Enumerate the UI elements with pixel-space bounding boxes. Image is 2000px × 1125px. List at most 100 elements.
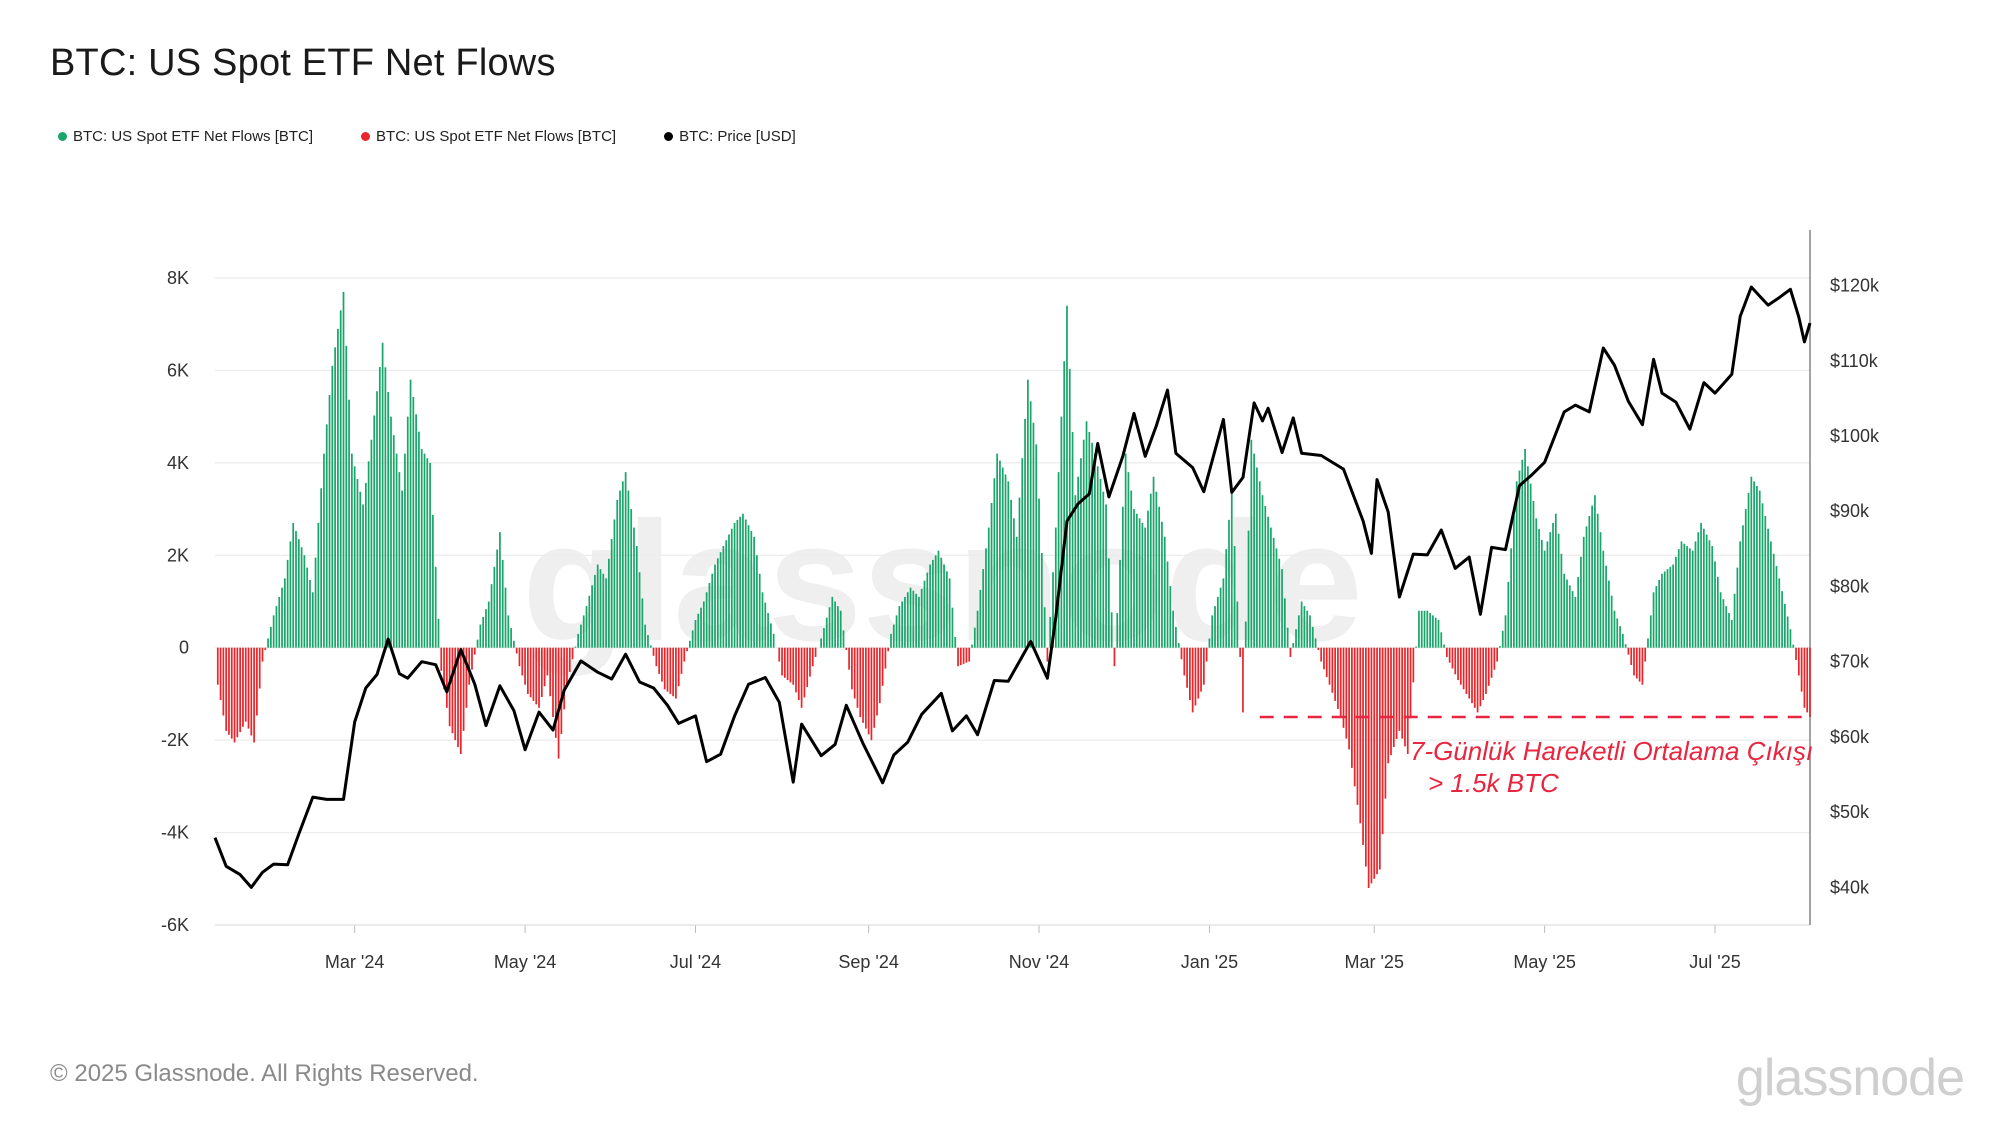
inflow-bar	[1621, 633, 1624, 648]
inflow-bar	[1024, 418, 1026, 648]
inflow-bar	[923, 580, 926, 648]
inflow-bar	[434, 566, 437, 648]
inflow-bar	[1663, 571, 1666, 648]
outflow-bar	[222, 647, 225, 716]
inflow-bar	[1730, 619, 1733, 648]
inflow-bar	[1267, 516, 1269, 648]
inflow-bar	[1264, 505, 1267, 648]
outflow-bar	[216, 647, 219, 685]
inflow-bar	[387, 391, 390, 648]
inflow-bar	[973, 627, 976, 648]
outflow-bar	[1180, 647, 1183, 660]
inflow-bar	[895, 615, 898, 648]
inflow-bar	[1666, 569, 1669, 648]
outflow-bar	[1800, 647, 1803, 692]
outflow-bar	[1641, 647, 1644, 685]
price-line	[213, 285, 1812, 889]
outflow-bar	[1331, 647, 1334, 693]
inflow-bar	[1770, 541, 1772, 648]
legend-item-price[interactable]: BTC: Price [USD]	[664, 128, 796, 145]
outflow-bar	[1200, 647, 1202, 692]
outflow-bar	[1406, 647, 1409, 755]
outflow-bar	[1387, 647, 1390, 764]
outflow-bar	[1487, 647, 1490, 686]
inflow-bar	[1082, 439, 1085, 648]
inflow-bar	[691, 630, 694, 648]
inflow-bar	[1054, 527, 1057, 648]
inflow-bar	[1736, 567, 1739, 648]
inflow-bar	[753, 536, 755, 648]
inflow-bar	[585, 606, 588, 648]
inflow-bar	[1705, 534, 1708, 648]
inflow-bar	[945, 571, 948, 648]
outflow-bar	[454, 647, 457, 741]
inflow-bar	[1510, 548, 1512, 648]
outflow-bar	[1412, 647, 1415, 683]
inflow-bar	[364, 482, 367, 648]
outflow-bar	[1390, 647, 1392, 756]
inflow-bar	[1658, 579, 1661, 648]
inflow-bar	[1767, 528, 1769, 648]
outflow-bar	[1465, 647, 1468, 694]
outflow-bar	[560, 647, 563, 734]
outflow-bar	[1323, 647, 1325, 670]
legend-item-inflows[interactable]: BTC: US Spot ETF Net Flows [BTC]	[58, 128, 313, 145]
inflow-bar	[1015, 536, 1018, 648]
inflow-bar	[1060, 416, 1063, 648]
inflow-bar	[418, 431, 420, 648]
inflow-bar	[317, 522, 320, 648]
legend-item-outflows[interactable]: BTC: US Spot ETF Net Flows [BTC]	[361, 128, 616, 145]
outflow-bar	[965, 647, 968, 663]
outflow-bar	[1370, 647, 1373, 884]
y-tick-label-left: 6K	[167, 360, 189, 380]
inflow-bar	[932, 559, 934, 648]
inflow-bar	[1256, 467, 1258, 648]
inflow-bar	[1624, 644, 1627, 648]
outflow-bar	[535, 647, 538, 705]
inflow-bar	[1043, 607, 1046, 648]
inflow-bar	[487, 601, 490, 648]
outflow-bar	[1448, 647, 1451, 663]
outflow-bar	[1289, 647, 1292, 657]
outflow-bar	[256, 647, 258, 716]
outflow-bar	[540, 647, 543, 698]
inflow-bar	[689, 640, 691, 648]
outflow-bar	[959, 647, 962, 666]
inflow-bar	[605, 578, 607, 648]
legend-label: BTC: US Spot ETF Net Flows [BTC]	[376, 128, 617, 145]
outflow-bar	[552, 647, 554, 718]
inflow-bar	[1108, 558, 1110, 648]
watermark-text: glassnode	[522, 487, 1363, 677]
outflow-bar	[1409, 647, 1412, 719]
inflow-bar	[599, 569, 602, 648]
outflow-bar	[543, 647, 546, 687]
inflow-bar	[918, 596, 920, 648]
outflow-bar	[1364, 647, 1367, 867]
inflow-bar	[1566, 579, 1568, 648]
inflow-bar	[1619, 626, 1621, 648]
inflow-bar	[1504, 615, 1507, 648]
outflow-bar	[666, 647, 669, 692]
outflow-bar	[1183, 647, 1186, 676]
outflow-bar	[786, 647, 789, 681]
outflow-bar	[515, 647, 518, 654]
outflow-bar	[1797, 647, 1800, 676]
inflow-bar	[1163, 536, 1166, 648]
inflow-bar	[1085, 421, 1088, 648]
inflow-bar	[1761, 503, 1764, 648]
inflow-bar	[1286, 627, 1289, 648]
inflow-bar	[1532, 500, 1535, 648]
outflow-bar	[968, 647, 971, 662]
outflow-bar	[261, 647, 264, 662]
inflow-bar	[577, 633, 580, 648]
inflow-bar	[758, 573, 761, 648]
x-tick-label: Nov '24	[1009, 952, 1069, 972]
inflow-bar	[267, 638, 269, 648]
inflow-bar	[1091, 442, 1093, 648]
outflow-bar	[1373, 647, 1376, 879]
outflow-bar	[1490, 647, 1493, 678]
inflow-bar	[1535, 518, 1538, 648]
inflow-bar	[574, 646, 577, 648]
inflow-bar	[1691, 550, 1694, 648]
inflow-bar	[641, 598, 644, 648]
